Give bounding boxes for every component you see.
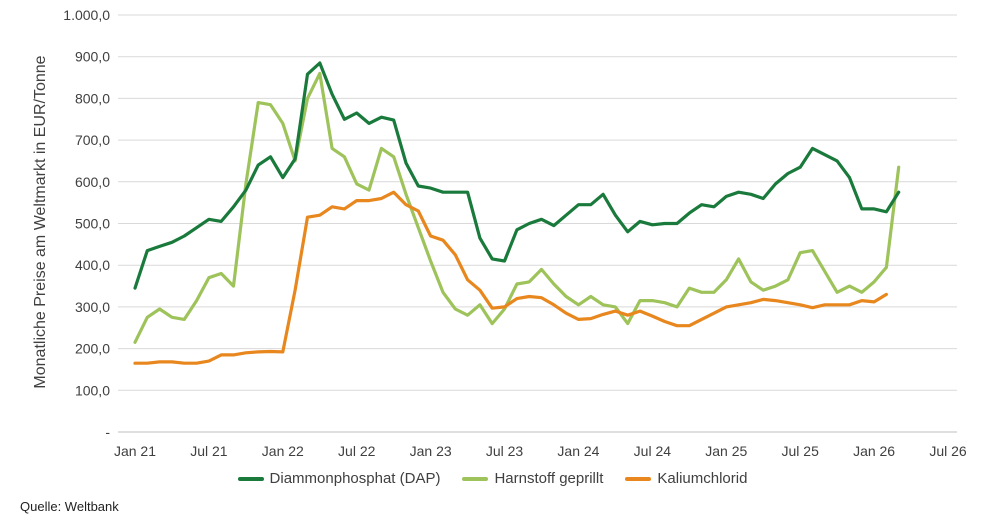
legend-label-dap: Diammonphosphat (DAP) — [269, 470, 441, 487]
x-tick-label: Jan 21 — [114, 443, 156, 459]
x-tick-label: Jan 22 — [262, 443, 304, 459]
y-tick-label: 800,0 — [75, 90, 110, 106]
series-lines — [133, 61, 901, 365]
x-tick-label: Jul 23 — [486, 443, 524, 459]
x-tick-label: Jul 24 — [634, 443, 672, 459]
x-tick-label: Jul 21 — [190, 443, 228, 459]
gridlines — [118, 14, 957, 433]
y-tick-label: 700,0 — [75, 132, 110, 148]
y-tick-label: 500,0 — [75, 216, 110, 232]
source-note: Quelle: Weltbank — [20, 499, 119, 514]
x-tick-label: Jan 24 — [557, 443, 599, 459]
series-line-harnstoff — [133, 71, 901, 344]
series-line-dap — [133, 61, 901, 290]
x-tick-label: Jul 25 — [782, 443, 820, 459]
legend-swatch-harnstoff — [462, 476, 489, 481]
x-tick-label: Jan 25 — [705, 443, 747, 459]
series-line-kaliumchlorid — [133, 190, 889, 365]
legend-swatch-kaliumchlorid — [625, 476, 652, 481]
legend-label-kaliumchlorid: Kaliumchlorid — [657, 470, 748, 487]
y-tick-label: 100,0 — [75, 382, 110, 398]
x-tick-label: Jul 22 — [338, 443, 376, 459]
x-tick-label: Jul 26 — [929, 443, 967, 459]
y-axis-label: Monatliche Preise am Weltmarkt in EUR/To… — [32, 55, 49, 388]
y-tick-label: 900,0 — [75, 49, 110, 65]
y-tick-label: - — [105, 424, 110, 440]
legend: Diammonphosphat (DAP) Harnstoff geprillt… — [0, 470, 985, 487]
y-tick-label: 1.000,0 — [63, 7, 110, 23]
legend-swatch-dap — [237, 476, 264, 481]
y-axis-ticks: - 100,0 200,0 300,0 400,0 500,0 600,0 700,0 800,… — [63, 7, 110, 440]
x-tick-label: Jan 23 — [410, 443, 452, 459]
legend-item-kaliumchlorid: Kaliumchlorid — [625, 470, 747, 487]
y-tick-label: 600,0 — [75, 174, 110, 190]
y-tick-label: 400,0 — [75, 257, 110, 273]
y-tick-label: 200,0 — [75, 341, 110, 357]
x-tick-label: Jan 26 — [853, 443, 895, 459]
y-tick-label: 300,0 — [75, 299, 110, 315]
legend-item-dap: Diammonphosphat (DAP) — [237, 470, 441, 487]
legend-label-harnstoff: Harnstoff geprillt — [494, 470, 604, 487]
x-axis-ticks: Jan 21 Jul 21 Jan 22 Jul 22 Jan 23 Jul 23 Jan … — [114, 443, 967, 459]
legend-item-harnstoff: Harnstoff geprillt — [462, 470, 603, 487]
